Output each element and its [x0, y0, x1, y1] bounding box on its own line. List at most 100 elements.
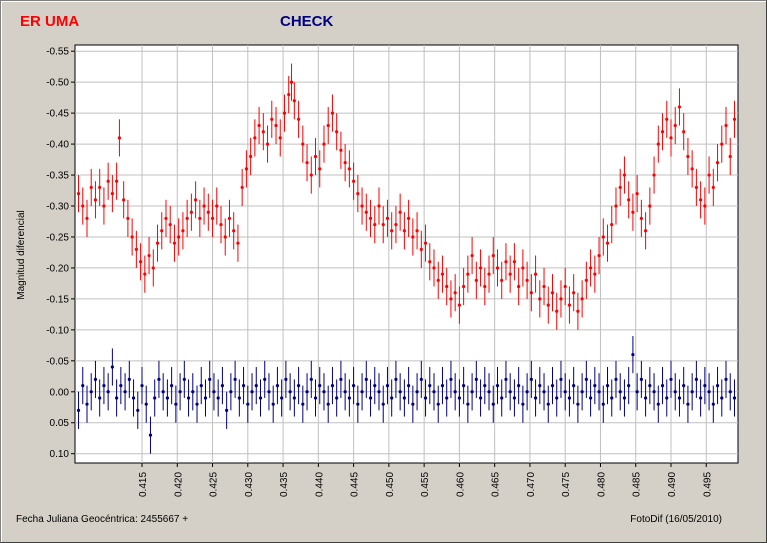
data-point [584, 377, 588, 381]
data-point [525, 278, 529, 282]
data-point [445, 284, 449, 289]
data-point [220, 383, 225, 388]
data-point [605, 383, 610, 388]
data-point [440, 272, 445, 276]
data-point [360, 204, 364, 208]
data-point [208, 377, 212, 381]
data-point [244, 167, 248, 171]
y-tick-label: -0.15 [46, 294, 69, 305]
data-point [605, 241, 610, 245]
data-point [419, 247, 423, 251]
data-point [76, 408, 81, 412]
data-point [151, 266, 155, 270]
x-tick-label: 0.440 [314, 472, 325, 497]
data-point [81, 383, 85, 388]
data-point [449, 297, 453, 301]
data-point [144, 402, 148, 406]
data-point [542, 284, 546, 289]
data-point [216, 396, 220, 400]
data-point [614, 204, 618, 208]
x-tick-label: 0.450 [385, 472, 396, 497]
data-point [270, 117, 274, 121]
data-point [504, 260, 508, 264]
data-point [106, 390, 110, 394]
data-point [639, 216, 643, 220]
x-tick-label: 0.430 [244, 472, 255, 497]
data-point [686, 154, 690, 159]
data-point [347, 396, 351, 400]
data-point [261, 130, 265, 134]
data-point [161, 390, 165, 394]
data-point [296, 383, 301, 388]
data-point [147, 253, 151, 258]
data-point [178, 390, 182, 394]
data-point [170, 383, 174, 388]
data-point [296, 117, 301, 121]
y-tick-label: -0.05 [46, 356, 69, 367]
data-point [203, 396, 208, 400]
data-point [711, 402, 715, 406]
data-point [215, 204, 219, 208]
data-point [305, 390, 309, 394]
data-point [648, 204, 652, 208]
data-point [466, 402, 470, 406]
data-point [529, 291, 533, 295]
data-point [364, 210, 368, 214]
data-point [81, 204, 85, 208]
data-point [177, 235, 181, 239]
data-point [126, 216, 130, 220]
data-point [495, 266, 500, 270]
data-point [360, 390, 364, 394]
data-point [588, 396, 593, 400]
data-point [474, 278, 478, 282]
data-point [660, 130, 665, 134]
data-point [694, 185, 698, 190]
data-point [690, 390, 694, 394]
y-tick-label: -0.25 [46, 232, 69, 243]
data-point [432, 390, 436, 394]
data-point [278, 136, 282, 140]
data-point [143, 272, 147, 276]
data-point [373, 222, 377, 227]
data-point [275, 383, 280, 388]
data-point [98, 396, 102, 400]
data-point [377, 204, 381, 208]
data-point [686, 402, 690, 406]
data-point [597, 253, 601, 258]
y-tick-label: -0.55 [46, 47, 69, 58]
data-point [280, 396, 284, 400]
data-point [381, 402, 385, 406]
data-point [292, 99, 296, 103]
x-tick-label: 0.460 [455, 472, 466, 497]
data-point [343, 161, 347, 165]
data-point [699, 198, 703, 202]
data-point [487, 272, 491, 276]
data-point [318, 383, 322, 388]
data-point [715, 161, 720, 165]
data-point [665, 396, 669, 400]
data-point [411, 235, 415, 239]
y-axis-label: Magnitud diferencial [16, 210, 27, 300]
data-point [559, 377, 563, 381]
data-point [347, 167, 351, 171]
data-point [254, 383, 258, 388]
data-point [415, 390, 419, 394]
data-point [466, 272, 470, 276]
x-tick-label: 0.465 [491, 472, 502, 497]
data-point [356, 402, 360, 406]
axis-ticks: -0.55 -0.50 -0.45 -0.40 -0.35 -0.30 -0.25 -0.20… [46, 47, 713, 497]
data-point [160, 229, 164, 233]
data-point [134, 247, 138, 251]
y-tick-label: 0.10 [50, 449, 70, 460]
data-point [453, 390, 457, 394]
data-point [106, 179, 110, 183]
data-point [313, 154, 318, 159]
y-tick-label: 0.05 [50, 418, 70, 429]
data-series [76, 63, 737, 454]
data-point [305, 161, 309, 165]
data-point [102, 383, 106, 388]
data-point [550, 383, 555, 388]
data-point [274, 123, 278, 128]
data-point [123, 390, 127, 394]
series-variable [76, 63, 737, 330]
